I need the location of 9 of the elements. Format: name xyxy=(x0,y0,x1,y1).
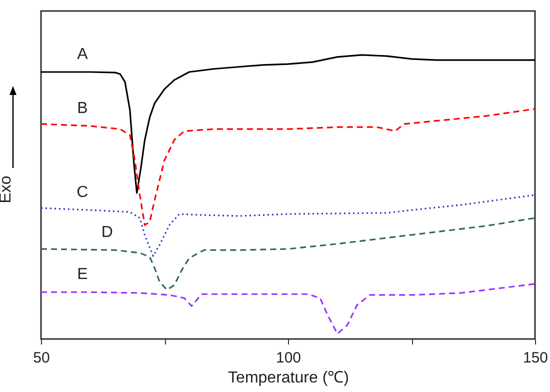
series-label: C xyxy=(76,184,88,202)
x-tick-label: 100 xyxy=(276,350,302,366)
x-tick-label: 150 xyxy=(522,350,548,366)
series-label: D xyxy=(101,224,113,242)
x-tick-label: 50 xyxy=(33,350,50,366)
series-label: A xyxy=(77,46,88,63)
series-label: B xyxy=(77,100,88,117)
x-axis-title: Temperature (℃) xyxy=(228,370,349,386)
series-label: E xyxy=(77,266,88,284)
